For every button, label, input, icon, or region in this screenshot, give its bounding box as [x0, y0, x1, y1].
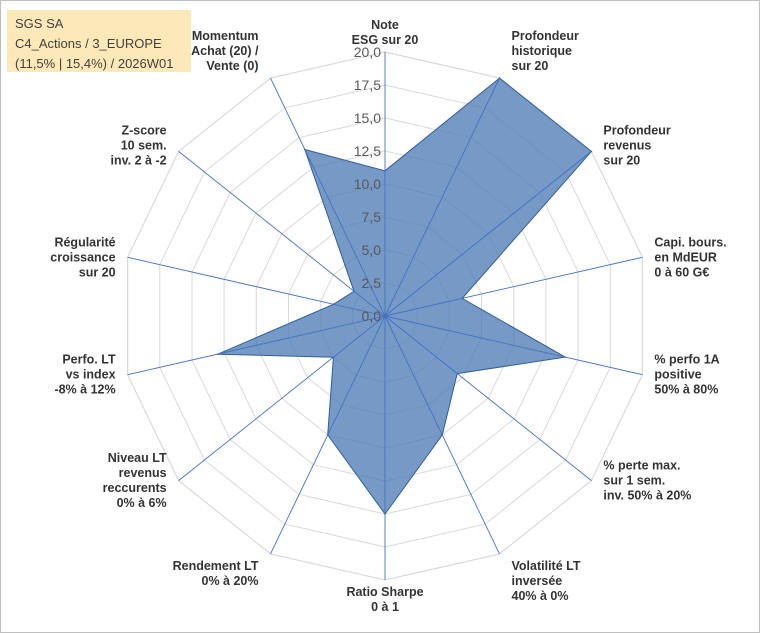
category-label-line: croissance	[50, 250, 115, 264]
category-label-line: Vente (0)	[206, 59, 258, 73]
axis-spoke	[384, 77, 500, 317]
axis-spoke	[270, 77, 386, 317]
category-label: Momentum Achat (20) / Vente (0)	[191, 29, 259, 73]
tick-label: 17,5	[354, 77, 381, 93]
category-label: Capi. bours. en MdEUR 0 à 60 G€	[654, 235, 726, 279]
category-label-line: inversée	[512, 574, 563, 588]
category-label-line: Niveau LT	[108, 451, 167, 465]
category-label-line: 0% à 6%	[117, 496, 167, 510]
tick-label: 7,5	[362, 209, 382, 225]
title-line-performance: (11,5% | 15,4%) / 2026W01	[15, 56, 174, 71]
tick-label-layer: 0,0 2,5 5,0 7,5 10,0 12,5 15,0 17,5 20,0	[354, 44, 381, 324]
category-label-line: Z-score	[121, 123, 166, 137]
series-layer	[216, 77, 593, 515]
category-label-line: inv. 2 à -2	[111, 153, 167, 167]
category-label-line: Rendement LT	[173, 559, 259, 573]
axis-spoke	[127, 315, 386, 376]
category-label-line: -8% à 12%	[54, 383, 115, 397]
category-label: Profondeur historique sur 20	[512, 29, 579, 73]
category-label-line: % perte max.	[603, 459, 680, 473]
category-label-line: Note	[371, 18, 399, 32]
category-label-line: 10 sem.	[121, 138, 167, 152]
axis-spoke	[178, 151, 386, 317]
axis-spoke	[384, 151, 592, 317]
axis-spoke	[384, 315, 500, 555]
category-label-line: Profondeur	[603, 123, 670, 137]
category-label: Note ESG sur 20	[352, 18, 419, 47]
category-label-line: Volatilité LT	[512, 559, 581, 573]
category-label-line: Perfo. LT	[62, 353, 116, 367]
category-label-line: sur 20	[603, 153, 640, 167]
category-label-line: 40% à 0%	[512, 589, 569, 603]
tick-label: 15,0	[354, 110, 381, 126]
category-label-line: sur 20	[512, 59, 549, 73]
category-label-line: revenus	[119, 466, 167, 480]
category-label-line: Achat (20) /	[191, 44, 259, 58]
category-label: % perte max. sur 1 sem. inv. 50% à 20%	[603, 459, 691, 503]
category-label-line: Capi. bours.	[654, 235, 726, 249]
spoke-layer	[127, 52, 643, 580]
category-label-line: 0 à 1	[371, 600, 399, 614]
axis-spoke	[384, 315, 643, 376]
category-label: Rendement LT 0% à 20%	[173, 559, 259, 588]
category-label-line: 0 à 60 G€	[654, 265, 709, 279]
tick-label: 10,0	[354, 176, 381, 192]
category-label: Ratio Sharpe 0 à 1	[346, 585, 423, 614]
tick-label: 20,0	[354, 44, 381, 60]
category-label: Z-score 10 sem. inv. 2 à -2	[111, 123, 167, 167]
axis-spoke	[384, 315, 592, 481]
category-label-line: ESG sur 20	[352, 33, 419, 47]
category-label: Volatilité LT inversée 40% à 0%	[512, 559, 581, 603]
category-label-line: inv. 50% à 20%	[603, 489, 691, 503]
category-label-line: vs index	[66, 368, 116, 382]
title-line-stock: SGS SA	[15, 16, 64, 31]
tick-label: 12,5	[354, 143, 381, 159]
axis-spoke	[384, 256, 643, 317]
category-label-line: historique	[512, 44, 572, 58]
category-label-line: en MdEUR	[654, 250, 717, 264]
category-label-line: sur 20	[79, 265, 116, 279]
category-label-line: Momentum	[192, 29, 259, 43]
category-label-line: reccurents	[103, 481, 167, 495]
axis-spoke	[270, 315, 386, 555]
category-label-line: Ratio Sharpe	[346, 585, 423, 599]
title-line-category: C4_Actions / 3_EUROPE	[15, 36, 162, 51]
category-label-line: 50% à 80%	[654, 383, 718, 397]
series-area	[217, 77, 593, 515]
category-label-line: positive	[654, 368, 701, 382]
category-label: Perfo. LT vs index -8% à 12%	[54, 353, 116, 397]
title-box: SGS SA C4_Actions / 3_EUROPE (11,5% | 15…	[7, 10, 191, 72]
category-label: % perfo 1A positive 50% à 80%	[654, 353, 719, 397]
tick-label: 5,0	[362, 242, 382, 258]
category-label: Niveau LT revenus reccurents 0% à 6%	[103, 451, 167, 510]
category-label-line: sur 1 sem.	[603, 474, 665, 488]
category-label-line: 0% à 20%	[202, 574, 259, 588]
category-label-line: Profondeur	[512, 29, 579, 43]
axis-spoke	[178, 315, 386, 481]
tick-label: 0,0	[362, 308, 382, 324]
tick-label: 2,5	[362, 275, 382, 291]
category-label-layer: Note ESG sur 20 Profondeur historique sur 20…	[50, 18, 726, 614]
category-label-line: % perfo 1A	[654, 353, 719, 367]
category-label-line: revenus	[603, 138, 651, 152]
category-label: Profondeur revenus sur 20	[603, 123, 670, 167]
category-label-line: Régularité	[54, 235, 115, 249]
axis-spoke	[127, 256, 386, 317]
category-label: Régularité croissance sur 20	[50, 235, 115, 279]
